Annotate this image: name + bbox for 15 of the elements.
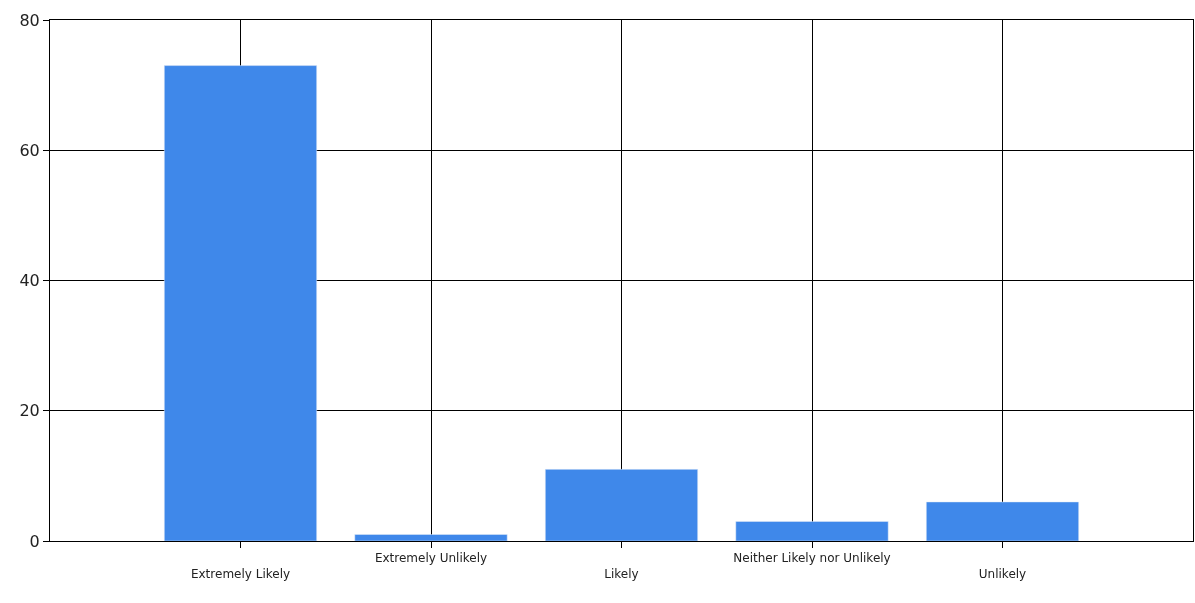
y-tick-label: 80 [19,10,40,30]
x-tick-label: Extremely Unlikely [374,551,488,566]
x-tick-label: Neither Likely nor Unlikely [733,551,891,566]
bar [735,521,889,541]
bar [164,65,317,541]
bar [354,534,508,541]
y-tick-label: 0 [29,531,40,551]
y-tick-label: 60 [19,140,40,160]
bar [926,501,1079,541]
x-tick-label: Extremely Likely [190,567,291,581]
y-tick-label: 40 [19,271,40,291]
y-tick-label: 20 [19,401,40,421]
x-tick-label: Unlikely [978,567,1027,581]
x-tick-label: Likely [604,567,639,581]
bar [545,469,698,541]
